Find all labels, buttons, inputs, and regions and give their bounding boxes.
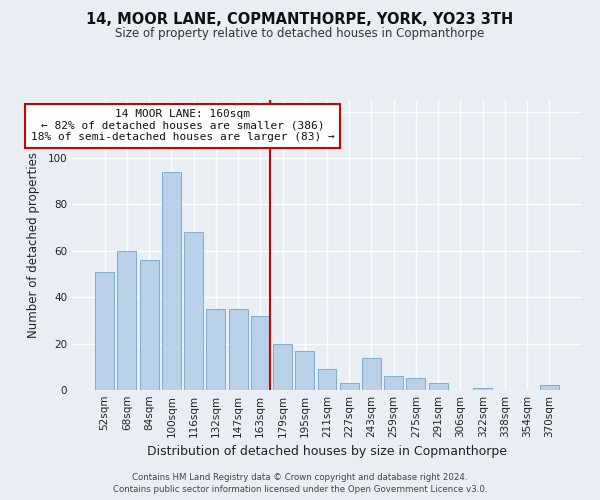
- Bar: [317, 369, 337, 390]
- Bar: [340, 383, 359, 390]
- Text: Contains HM Land Registry data © Crown copyright and database right 2024.: Contains HM Land Registry data © Crown c…: [132, 472, 468, 482]
- Bar: [406, 378, 425, 390]
- Text: Size of property relative to detached houses in Copmanthorpe: Size of property relative to detached ho…: [115, 28, 485, 40]
- Bar: [251, 316, 270, 390]
- Bar: [184, 232, 203, 390]
- Text: 14 MOOR LANE: 160sqm
← 82% of detached houses are smaller (386)
18% of semi-deta: 14 MOOR LANE: 160sqm ← 82% of detached h…: [31, 110, 334, 142]
- Y-axis label: Number of detached properties: Number of detached properties: [28, 152, 40, 338]
- Bar: [384, 376, 403, 390]
- Bar: [295, 350, 314, 390]
- Bar: [162, 172, 181, 390]
- Bar: [95, 272, 114, 390]
- Bar: [118, 251, 136, 390]
- Bar: [473, 388, 492, 390]
- Text: Contains public sector information licensed under the Open Government Licence v3: Contains public sector information licen…: [113, 485, 487, 494]
- Text: 14, MOOR LANE, COPMANTHORPE, YORK, YO23 3TH: 14, MOOR LANE, COPMANTHORPE, YORK, YO23 …: [86, 12, 514, 28]
- Bar: [229, 309, 248, 390]
- Bar: [140, 260, 158, 390]
- Bar: [206, 309, 225, 390]
- Bar: [362, 358, 381, 390]
- Bar: [429, 383, 448, 390]
- Bar: [273, 344, 292, 390]
- Bar: [540, 386, 559, 390]
- X-axis label: Distribution of detached houses by size in Copmanthorpe: Distribution of detached houses by size …: [147, 446, 507, 458]
